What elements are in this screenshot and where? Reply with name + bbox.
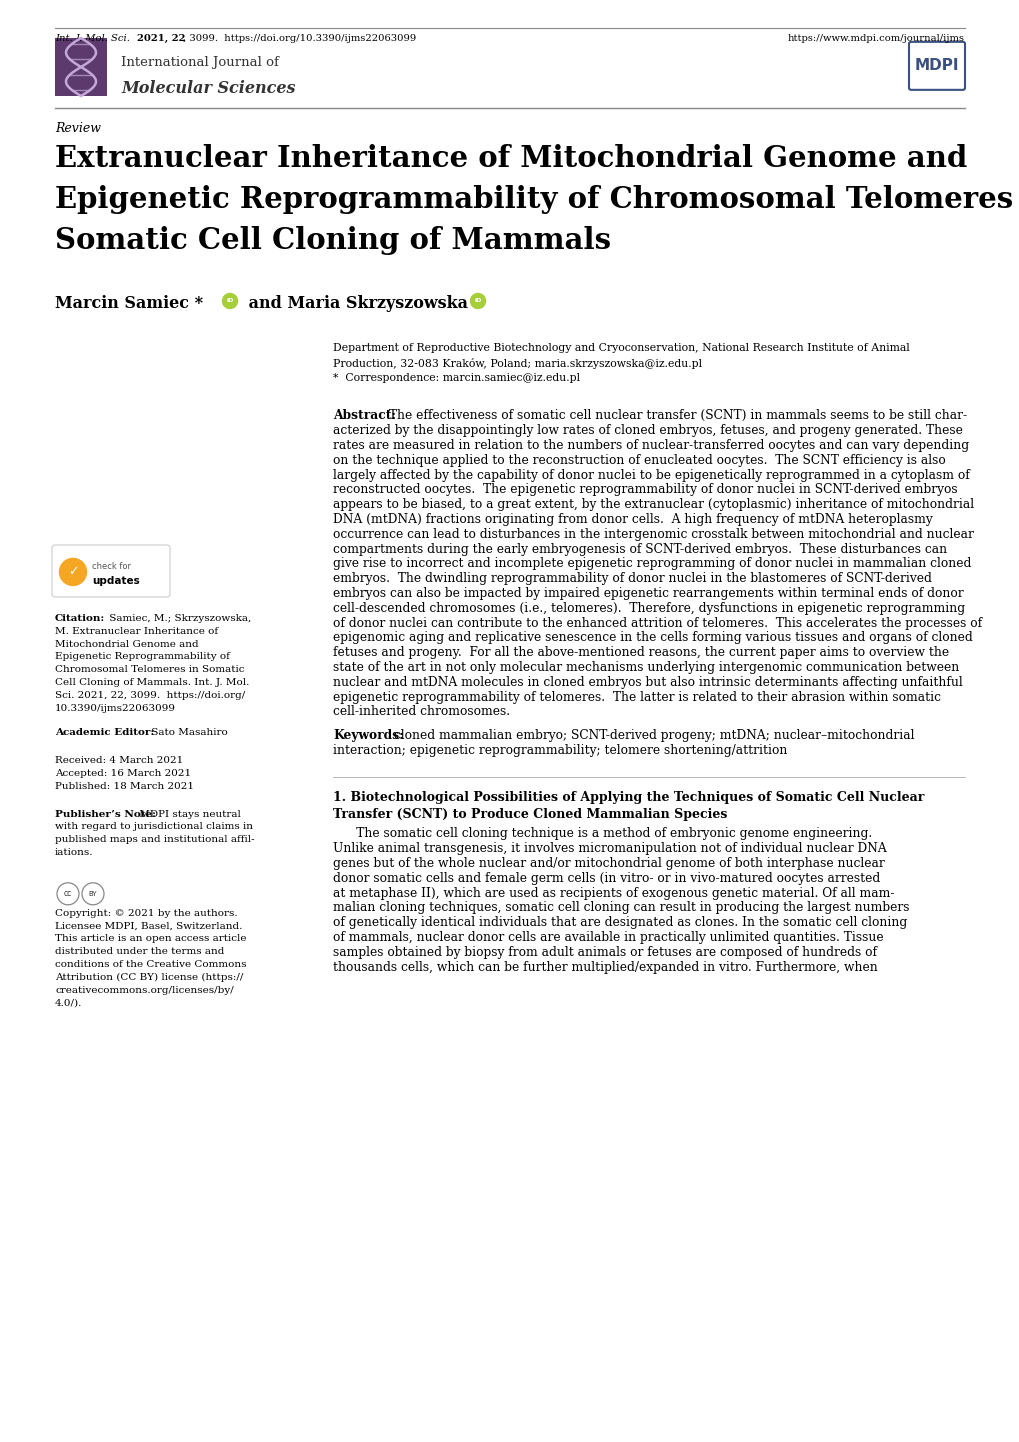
Text: embryos.  The dwindling reprogrammability of donor nuclei in the blastomeres of : embryos. The dwindling reprogrammability…: [332, 572, 931, 585]
Circle shape: [82, 883, 104, 904]
Text: DNA (mtDNA) fractions originating from donor cells.  A high frequency of mtDNA h: DNA (mtDNA) fractions originating from d…: [332, 513, 931, 526]
Text: M. Extranuclear Inheritance of: M. Extranuclear Inheritance of: [55, 627, 218, 636]
Text: MDPI stays neutral: MDPI stays neutral: [136, 809, 240, 819]
Text: Sato Masahiro: Sato Masahiro: [148, 728, 227, 737]
Text: give rise to incorrect and incomplete epigenetic reprogramming of donor nuclei i: give rise to incorrect and incomplete ep…: [332, 558, 970, 571]
Text: *  Correspondence: marcin.samiec@iz.edu.pl: * Correspondence: marcin.samiec@iz.edu.p…: [332, 372, 580, 382]
Text: Academic Editor:: Academic Editor:: [55, 728, 154, 737]
Text: compartments during the early embryogenesis of SCNT-derived embryos.  These dist: compartments during the early embryogene…: [332, 542, 947, 555]
Text: check for: check for: [92, 562, 130, 571]
Text: Chromosomal Telomeres in Somatic: Chromosomal Telomeres in Somatic: [55, 665, 245, 675]
Text: Publisher’s Note:: Publisher’s Note:: [55, 809, 156, 819]
Text: reconstructed oocytes.  The epigenetic reprogrammability of donor nuclei in SCNT: reconstructed oocytes. The epigenetic re…: [332, 483, 957, 496]
Text: Received: 4 March 2021: Received: 4 March 2021: [55, 756, 183, 766]
Text: published maps and institutional affil-: published maps and institutional affil-: [55, 835, 255, 844]
Text: ✓: ✓: [67, 565, 78, 578]
Text: nuclear and mtDNA molecules in cloned embryos but also intrinsic determinants af: nuclear and mtDNA molecules in cloned em…: [332, 676, 962, 689]
Text: Abstract:: Abstract:: [332, 410, 395, 423]
Text: rates are measured in relation to the numbers of nuclear-transferred oocytes and: rates are measured in relation to the nu…: [332, 438, 968, 451]
Circle shape: [57, 883, 78, 904]
Text: genes but of the whole nuclear and/or mitochondrial genome of both interphase nu: genes but of the whole nuclear and/or mi…: [332, 857, 883, 870]
Text: at metaphase II), which are used as recipients of exogenous genetic material. Of: at metaphase II), which are used as reci…: [332, 887, 894, 900]
Text: cell-descended chromosomes (i.e., telomeres).  Therefore, dysfunctions in epigen: cell-descended chromosomes (i.e., telome…: [332, 601, 964, 614]
Text: largely affected by the capability of donor nuclei to be epigenetically reprogra: largely affected by the capability of do…: [332, 469, 969, 482]
Text: updates: updates: [92, 575, 140, 585]
Text: Accepted: 16 March 2021: Accepted: 16 March 2021: [55, 769, 191, 779]
Text: Keywords:: Keywords:: [332, 730, 404, 743]
Text: Molecular Sciences: Molecular Sciences: [121, 79, 296, 97]
Text: 1. Biotechnological Possibilities of Applying the Techniques of Somatic Cell Nuc: 1. Biotechnological Possibilities of App…: [332, 790, 923, 803]
Text: Transfer (SCNT) to Produce Cloned Mammalian Species: Transfer (SCNT) to Produce Cloned Mammal…: [332, 809, 727, 822]
Text: donor somatic cells and female germ cells (in vitro- or in vivo-matured oocytes : donor somatic cells and female germ cell…: [332, 872, 879, 885]
Text: occurrence can lead to disturbances in the intergenomic crosstalk between mitoch: occurrence can lead to disturbances in t…: [332, 528, 973, 541]
Text: distributed under the terms and: distributed under the terms and: [55, 947, 224, 956]
Text: Int. J. Mol. Sci.: Int. J. Mol. Sci.: [55, 35, 129, 43]
Text: samples obtained by biopsy from adult animals or fetuses are composed of hundred: samples obtained by biopsy from adult an…: [332, 946, 876, 959]
Circle shape: [470, 294, 485, 309]
Text: and Maria Skrzyszowska: and Maria Skrzyszowska: [243, 296, 468, 311]
Text: Samiec, M.; Skrzyszowska,: Samiec, M.; Skrzyszowska,: [106, 614, 251, 623]
Text: iations.: iations.: [55, 848, 94, 857]
Text: Production, 32-083 Kraków, Poland; maria.skrzyszowska@iz.edu.pl: Production, 32-083 Kraków, Poland; maria…: [332, 358, 701, 369]
Text: iD: iD: [474, 298, 481, 303]
Text: of genetically identical individuals that are designated as clones. In the somat: of genetically identical individuals tha…: [332, 916, 906, 929]
Text: conditions of the Creative Commons: conditions of the Creative Commons: [55, 960, 247, 969]
Text: of donor nuclei can contribute to the enhanced attrition of telomeres.  This acc: of donor nuclei can contribute to the en…: [332, 617, 981, 630]
Text: with regard to jurisdictional claims in: with regard to jurisdictional claims in: [55, 822, 253, 832]
Text: epigenomic aging and replicative senescence in the cells forming various tissues: epigenomic aging and replicative senesce…: [332, 632, 972, 645]
Text: cloned mammalian embryo; SCNT-derived progeny; mtDNA; nuclear–mitochondrial: cloned mammalian embryo; SCNT-derived pr…: [389, 730, 914, 743]
Text: acterized by the disappointingly low rates of cloned embryos, fetuses, and proge: acterized by the disappointingly low rat…: [332, 424, 962, 437]
Text: appears to be biased, to a great extent, by the extranuclear (cytoplasmic) inher: appears to be biased, to a great extent,…: [332, 497, 973, 512]
Text: Epigenetic Reprogrammability of: Epigenetic Reprogrammability of: [55, 652, 229, 662]
Text: Licensee MDPI, Basel, Switzerland.: Licensee MDPI, Basel, Switzerland.: [55, 921, 243, 930]
Text: creativecommons.org/licenses/by/: creativecommons.org/licenses/by/: [55, 985, 233, 995]
Text: epigenetic reprogrammability of telomeres.  The latter is related to their abras: epigenetic reprogrammability of telomere…: [332, 691, 941, 704]
FancyBboxPatch shape: [55, 37, 107, 97]
Circle shape: [222, 294, 237, 309]
Text: Extranuclear Inheritance of Mitochondrial Genome and: Extranuclear Inheritance of Mitochondria…: [55, 144, 966, 173]
Text: The effectiveness of somatic cell nuclear transfer (SCNT) in mammals seems to be: The effectiveness of somatic cell nuclea…: [384, 410, 966, 423]
Text: International Journal of: International Journal of: [121, 56, 278, 69]
Text: state of the art in not only molecular mechanisms underlying intergenomic commun: state of the art in not only molecular m…: [332, 660, 958, 673]
Text: fetuses and progeny.  For all the above-mentioned reasons, the current paper aim: fetuses and progeny. For all the above-m…: [332, 646, 949, 659]
Text: 2021, 22: 2021, 22: [137, 35, 185, 43]
Text: 4.0/).: 4.0/).: [55, 998, 83, 1008]
Text: malian cloning techniques, somatic cell cloning can result in producing the larg: malian cloning techniques, somatic cell …: [332, 901, 909, 914]
Text: The somatic cell cloning technique is a method of embryonic genome engineering.: The somatic cell cloning technique is a …: [332, 828, 871, 841]
Text: Cell Cloning of Mammals. Int. J. Mol.: Cell Cloning of Mammals. Int. J. Mol.: [55, 678, 249, 686]
Text: This article is an open access article: This article is an open access article: [55, 934, 247, 943]
Text: iD: iD: [226, 298, 233, 303]
Text: interaction; epigenetic reprogrammability; telomere shortening/attrition: interaction; epigenetic reprogrammabilit…: [332, 744, 787, 757]
Text: https://www.mdpi.com/journal/ijms: https://www.mdpi.com/journal/ijms: [788, 35, 964, 43]
Text: cc: cc: [64, 890, 72, 898]
Text: Mitochondrial Genome and: Mitochondrial Genome and: [55, 640, 199, 649]
Text: Epigenetic Reprogrammability of Chromosomal Telomeres in: Epigenetic Reprogrammability of Chromoso…: [55, 185, 1019, 213]
FancyBboxPatch shape: [52, 545, 170, 597]
Text: Unlike animal transgenesis, it involves micromanipulation not of individual nucl: Unlike animal transgenesis, it involves …: [332, 842, 886, 855]
Text: Attribution (CC BY) license (https://: Attribution (CC BY) license (https://: [55, 973, 244, 982]
Text: Citation:: Citation:: [55, 614, 105, 623]
Text: on the technique applied to the reconstruction of enucleated oocytes.  The SCNT : on the technique applied to the reconstr…: [332, 454, 945, 467]
Text: , 3099.  https://doi.org/10.3390/ijms22063099: , 3099. https://doi.org/10.3390/ijms2206…: [182, 35, 416, 43]
Text: Review: Review: [55, 123, 101, 136]
Text: Somatic Cell Cloning of Mammals: Somatic Cell Cloning of Mammals: [55, 226, 610, 255]
Text: MDPI: MDPI: [914, 58, 958, 74]
Text: thousands cells, which can be further multiplied/expanded in vitro. Furthermore,: thousands cells, which can be further mu…: [332, 960, 877, 973]
Text: Sci. 2021, 22, 3099.  https://doi.org/: Sci. 2021, 22, 3099. https://doi.org/: [55, 691, 245, 699]
Text: 10.3390/ijms22063099: 10.3390/ijms22063099: [55, 704, 176, 712]
Text: BY: BY: [89, 891, 97, 897]
Text: Marcin Samiec *: Marcin Samiec *: [55, 296, 203, 311]
Circle shape: [59, 558, 87, 585]
Text: cell-inherited chromosomes.: cell-inherited chromosomes.: [332, 705, 510, 718]
Text: embryos can also be impacted by impaired epigenetic rearrangements within termin: embryos can also be impacted by impaired…: [332, 587, 963, 600]
Text: Copyright: © 2021 by the authors.: Copyright: © 2021 by the authors.: [55, 908, 237, 917]
Text: of mammals, nuclear donor cells are available in practically unlimited quantitie: of mammals, nuclear donor cells are avai…: [332, 932, 882, 945]
Text: Department of Reproductive Biotechnology and Cryoconservation, National Research: Department of Reproductive Biotechnology…: [332, 343, 909, 353]
Text: Published: 18 March 2021: Published: 18 March 2021: [55, 782, 194, 790]
FancyBboxPatch shape: [908, 42, 964, 89]
